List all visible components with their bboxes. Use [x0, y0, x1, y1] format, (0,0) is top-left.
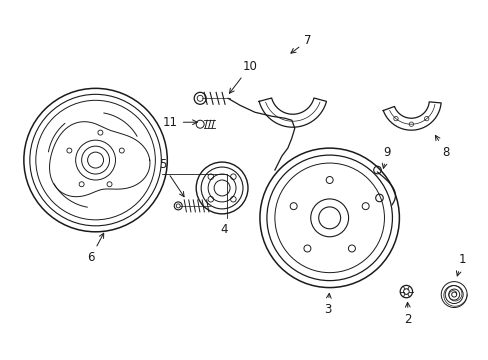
Text: 7: 7	[290, 34, 311, 53]
Text: 4: 4	[220, 223, 227, 236]
Text: 10: 10	[229, 60, 257, 93]
Text: 8: 8	[434, 135, 449, 159]
Text: 6: 6	[87, 233, 103, 264]
Text: 9: 9	[382, 145, 390, 168]
Text: 3: 3	[324, 293, 331, 316]
Text: 1: 1	[455, 253, 465, 276]
Text: 5: 5	[158, 158, 183, 197]
Text: 2: 2	[404, 302, 411, 326]
Text: 11: 11	[163, 116, 197, 129]
